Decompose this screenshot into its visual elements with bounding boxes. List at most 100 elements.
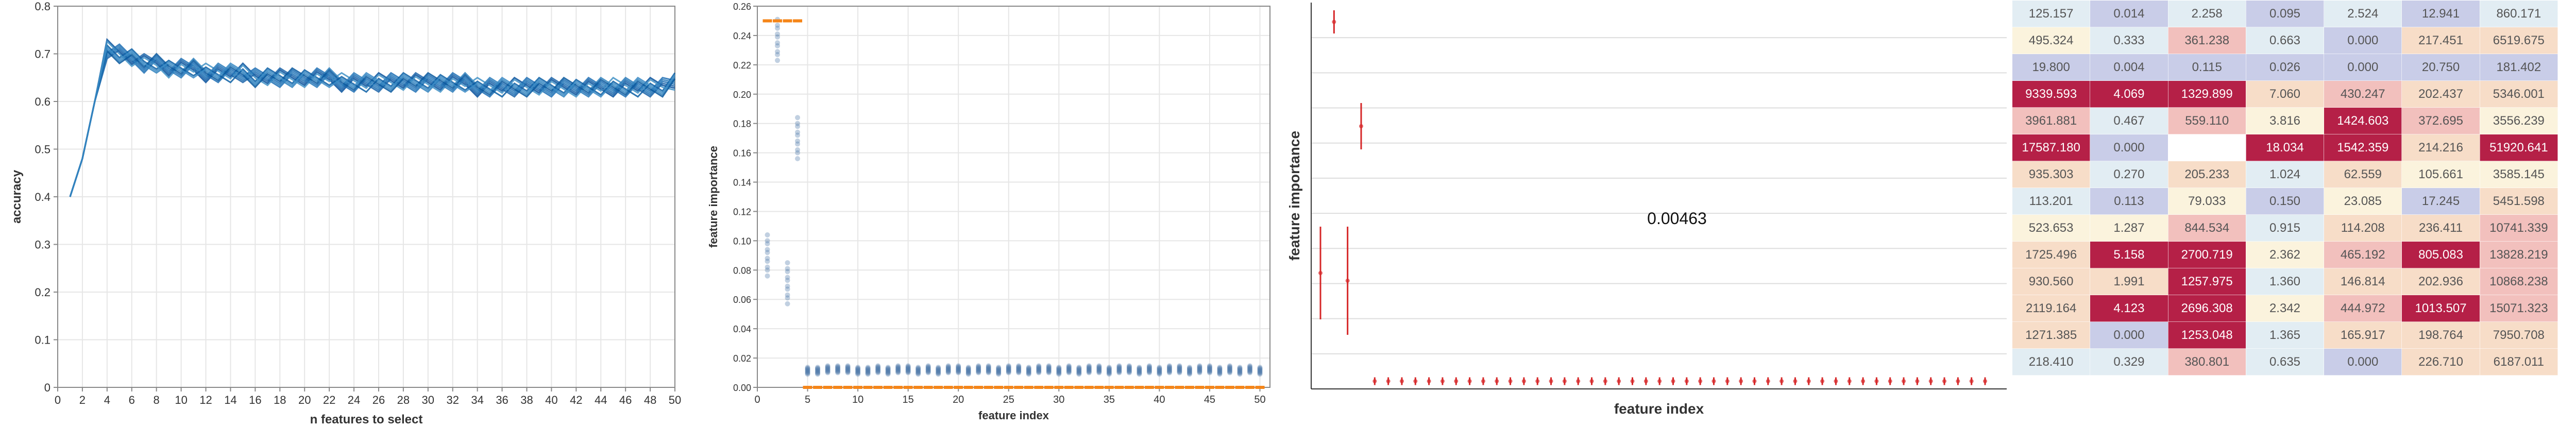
importance-point [1076,371,1082,377]
importance-point [945,369,951,374]
importance-point [1066,366,1072,371]
importance-point [945,366,951,371]
importance-point [1197,366,1202,371]
importance-point [815,367,821,373]
importance-point [1257,370,1263,376]
importance-point [805,366,810,371]
importance-point [916,365,921,370]
importance-point [895,367,901,373]
importance-point [1137,367,1142,372]
importance-point [845,363,851,369]
importance-point [1177,366,1182,371]
table-cell: 0.467 [2090,107,2168,134]
importance-point [1217,367,1223,373]
importance-point [1137,370,1142,376]
y-tick-label: 0.1 [35,334,50,347]
importance-point [1257,368,1263,374]
importance-point [976,368,981,374]
importance-point [1861,379,1866,383]
table-cell: 5451.598 [2479,188,2558,215]
importance-point [916,366,921,371]
importance-point [905,365,911,370]
importance-point [1036,369,1042,374]
importance-point [916,367,921,373]
table-cell: 125.157 [2011,0,2091,27]
accuracy-line-chart: 0 2 4 6 8 10 12 14 16 18 20 22 24 26 28 30 32 34 36 38 40 42 4… [10,0,681,426]
importance-point [885,367,891,372]
importance-point [1126,364,1132,370]
importance-point [976,370,981,376]
table-cell: 1.991 [2090,268,2168,295]
importance-point [895,366,901,371]
x-tick-label: 50 [669,394,681,406]
importance-point [1126,366,1132,371]
table-cell: 0.915 [2245,214,2325,242]
truth-marker [913,386,923,389]
importance-point [1116,368,1122,374]
importance-point [1197,368,1202,374]
importance-point [1016,365,1022,370]
importance-point [855,367,861,372]
importance-point [1549,379,1553,383]
importance-point [1187,368,1192,374]
importance-point [1847,379,1852,383]
importance-point [1902,379,1906,383]
table-cell: 0.663 [2245,27,2325,54]
importance-point [835,369,841,374]
importance-point [1983,379,1987,383]
importance-point [956,366,961,371]
importance-point [885,367,891,373]
importance-point [996,370,1002,376]
importance-point [956,370,961,376]
x-tick-label: 38 [520,394,533,406]
accuracy-series-line [69,45,676,197]
importance-point [945,363,951,369]
importance-point [1146,364,1152,370]
importance-point [1096,367,1102,373]
importance-point [875,370,881,376]
y-tick-label: 0 [44,381,50,394]
table-cell: 17.245 [2401,188,2480,215]
importance-point [1046,368,1052,374]
table-cell: 7.060 [2245,80,2325,108]
importance-point [1076,368,1082,374]
importance-point [1157,369,1162,374]
importance-point [925,366,931,371]
table-cell: 226.710 [2401,348,2480,376]
importance-point [1106,366,1112,371]
table-row: 218.410 0.329 380.801 0.635 0.000 226.710 6187… [2011,348,2558,376]
table-cell: 51920.641 [2479,134,2558,161]
importance-point [925,364,931,370]
truth-marker [1114,386,1124,389]
x-tick-label: 35 [1104,394,1115,405]
table-cell: 0.095 [2245,0,2325,27]
importance-point [1834,379,1838,383]
table-cell: 181.402 [2479,54,2558,81]
importance-point [1166,369,1172,374]
importance-point [996,367,1002,372]
feature-importance-errorbar-chart: feature importance feature index 0.00463 [1288,3,2007,417]
importance-point [1146,363,1152,369]
importance-point [1157,365,1162,370]
importance-point [855,369,861,374]
truth-marker [923,386,933,389]
truth-marker [903,386,913,389]
importance-point [1197,369,1202,374]
importance-point [1046,370,1052,376]
importance-point [815,369,821,374]
x-tick-label: 0 [754,394,760,405]
importance-point [1086,366,1092,371]
table-cell: 3556.239 [2479,107,2558,134]
importance-point [1126,368,1132,374]
truth-marker [1144,386,1154,389]
importance-point [785,283,790,289]
table-cell: 844.534 [2167,214,2246,242]
truth-marker [1084,386,1094,389]
feature-importance-scatter: 0 5 10 15 20 25 30 35 40 45 50 0.00 0.02 0.04 0.06 0.08… [707,2,1270,422]
importance-point [765,238,770,244]
y-tick-label: 0.5 [35,143,50,156]
importance-point [996,369,1002,374]
importance-point [1217,369,1223,374]
importance-point [1739,379,1743,383]
importance-point [1157,370,1162,376]
